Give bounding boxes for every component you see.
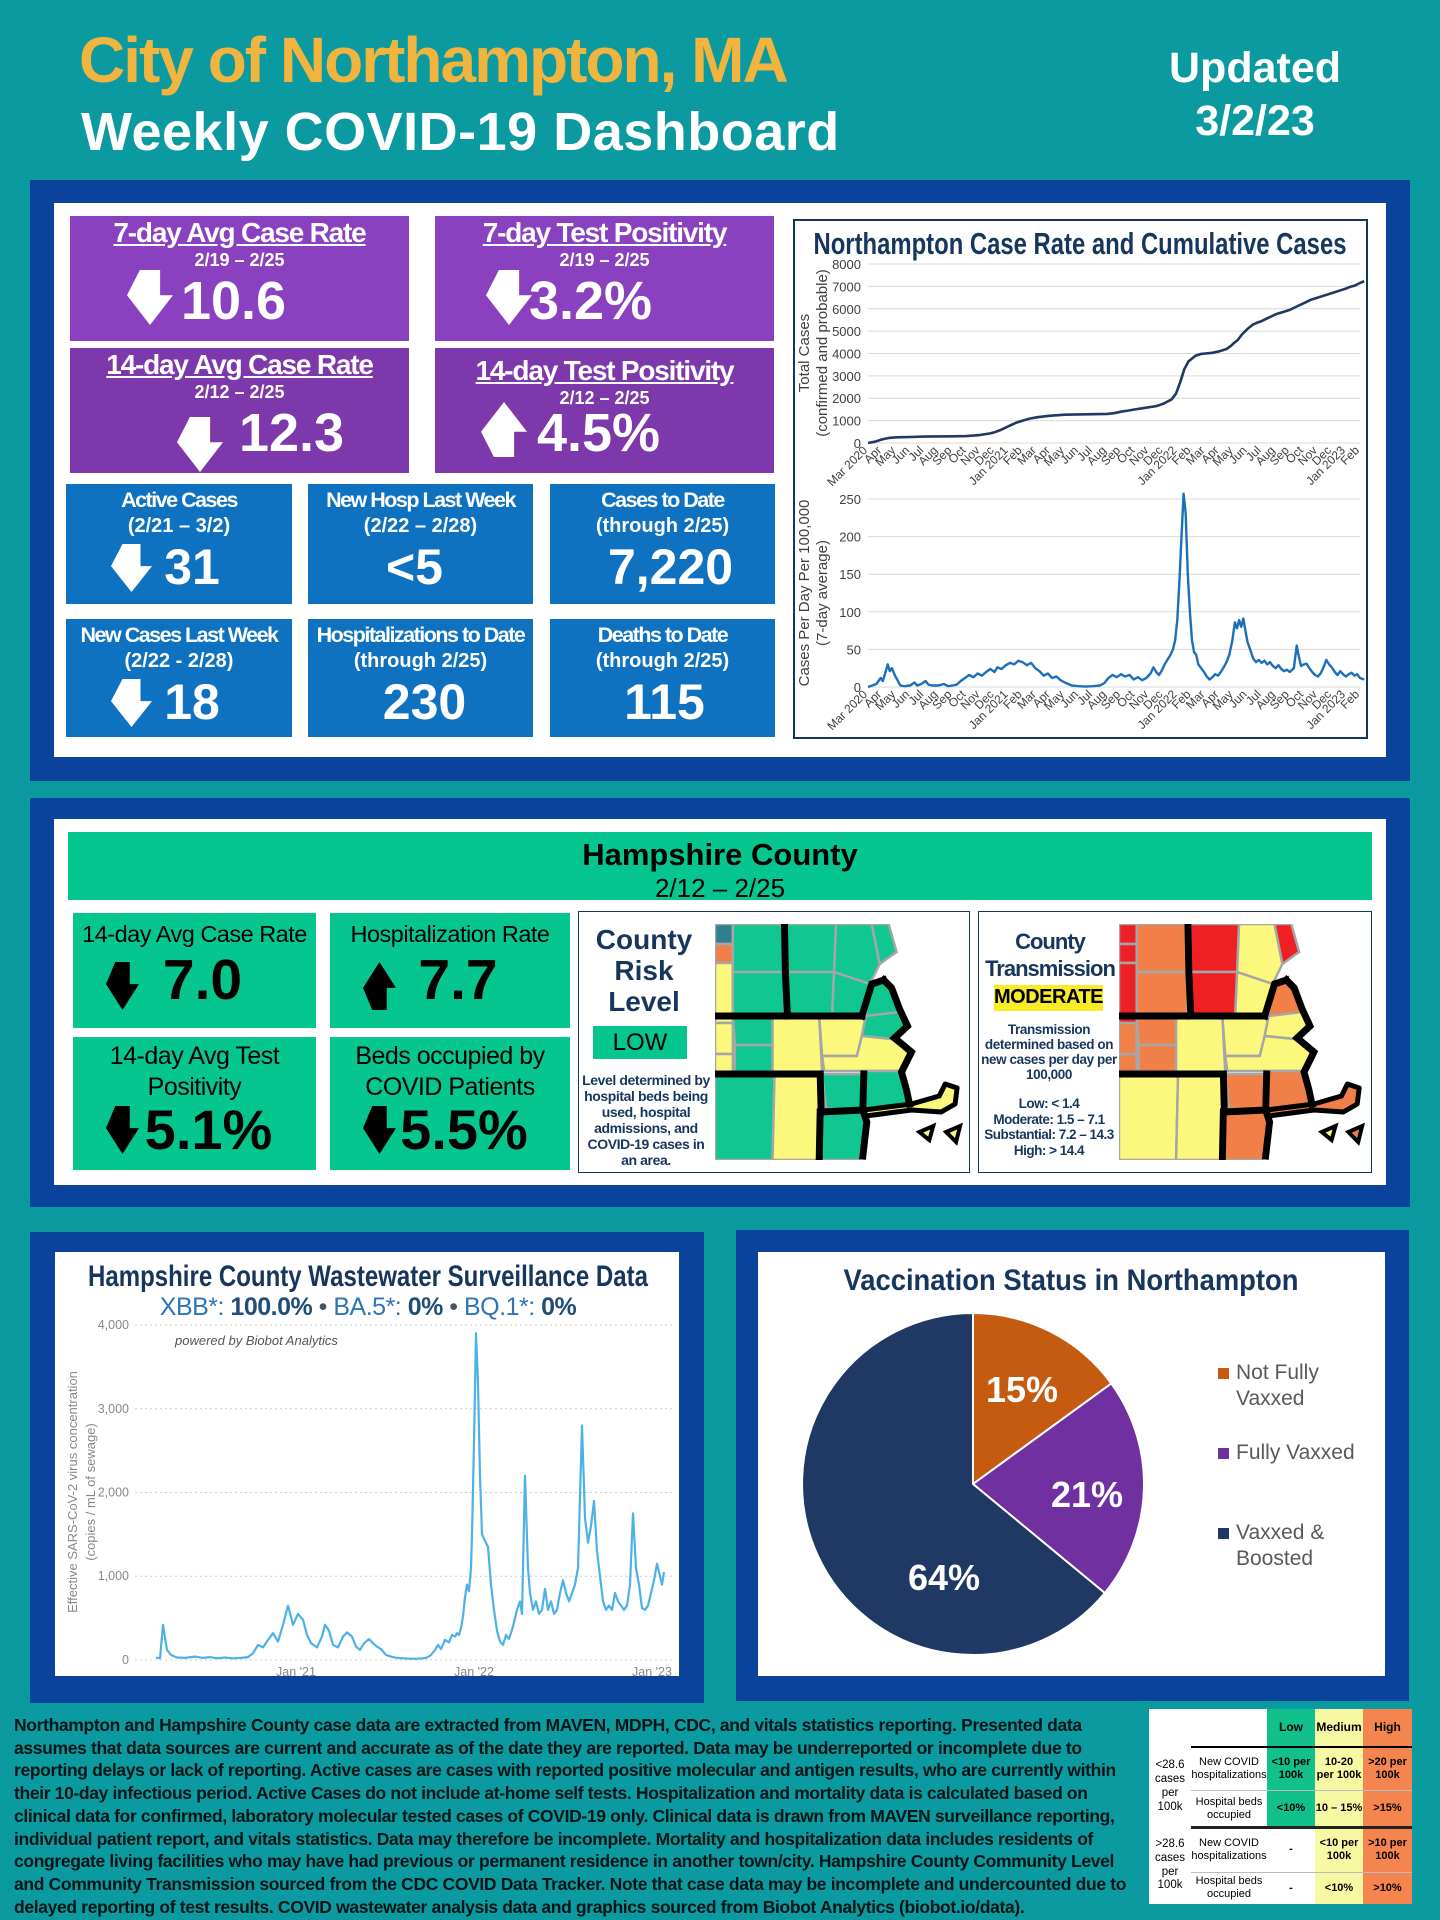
svg-text:4,000: 4,000 bbox=[98, 1318, 129, 1332]
svg-text:Vaccination Status in Northamp: Vaccination Status in Northampton bbox=[844, 1264, 1299, 1297]
svg-text:Vaxxed: Vaxxed bbox=[1236, 1387, 1305, 1410]
svg-text:Total Cases: Total Cases bbox=[796, 314, 813, 392]
svg-text:1,000: 1,000 bbox=[98, 1569, 129, 1583]
svg-text:Vaxxed &: Vaxxed & bbox=[1236, 1521, 1324, 1544]
svg-text:6000: 6000 bbox=[832, 302, 861, 317]
svg-text:Jan '23: Jan '23 bbox=[632, 1665, 672, 1676]
svg-text:Cases Per Day Per 100,000: Cases Per Day Per 100,000 bbox=[796, 500, 813, 687]
svg-text:Not Fully: Not Fully bbox=[1236, 1361, 1319, 1384]
svg-text:Northampton Case Rate and Cumu: Northampton Case Rate and Cumulative Cas… bbox=[814, 226, 1347, 261]
svg-text:powered by Biobot Analytics: powered by Biobot Analytics bbox=[174, 1333, 338, 1348]
svg-text:200: 200 bbox=[839, 530, 861, 545]
svg-text:XBB*: 100.0% • BA.5*: 0% • BQ.: XBB*: 100.0% • BA.5*: 0% • BQ.1*: 0% bbox=[160, 1293, 577, 1321]
svg-text:Jan '22: Jan '22 bbox=[454, 1665, 494, 1676]
svg-text:2000: 2000 bbox=[832, 391, 861, 406]
svg-text:0: 0 bbox=[854, 680, 861, 695]
svg-text:250: 250 bbox=[839, 492, 861, 507]
svg-text:64%: 64% bbox=[908, 1557, 980, 1598]
svg-text:150: 150 bbox=[839, 567, 861, 582]
svg-text:2,000: 2,000 bbox=[98, 1486, 129, 1500]
svg-text:5000: 5000 bbox=[832, 324, 861, 339]
svg-text:(copies / mL of sewage): (copies / mL of sewage) bbox=[83, 1423, 98, 1561]
svg-text:0: 0 bbox=[854, 436, 861, 451]
svg-text:0: 0 bbox=[122, 1653, 129, 1667]
svg-text:Effective SARS-CoV-2 virus con: Effective SARS-CoV-2 virus concentration bbox=[65, 1371, 80, 1613]
svg-text:3000: 3000 bbox=[832, 369, 861, 384]
svg-text:Mar 2020: Mar 2020 bbox=[824, 443, 870, 489]
svg-text:(confirmed and probable): (confirmed and probable) bbox=[814, 269, 831, 437]
svg-text:8000: 8000 bbox=[832, 257, 861, 272]
svg-text:21%: 21% bbox=[1051, 1474, 1123, 1515]
svg-text:Boosted: Boosted bbox=[1236, 1547, 1313, 1570]
svg-text:Fully Vaxxed: Fully Vaxxed bbox=[1236, 1441, 1355, 1464]
svg-text:1000: 1000 bbox=[832, 414, 861, 429]
svg-text:Jan '21: Jan '21 bbox=[276, 1665, 316, 1676]
svg-text:Hampshire County Wastewater Su: Hampshire County Wastewater Surveillance… bbox=[88, 1260, 648, 1293]
svg-text:100: 100 bbox=[839, 605, 861, 620]
svg-text:Mar 2020: Mar 2020 bbox=[824, 687, 870, 733]
svg-text:3,000: 3,000 bbox=[98, 1402, 129, 1416]
svg-text:(7-day average): (7-day average) bbox=[814, 540, 831, 646]
svg-text:7000: 7000 bbox=[832, 279, 861, 294]
svg-text:4000: 4000 bbox=[832, 347, 861, 362]
svg-text:15%: 15% bbox=[986, 1369, 1058, 1410]
svg-text:50: 50 bbox=[847, 642, 861, 657]
